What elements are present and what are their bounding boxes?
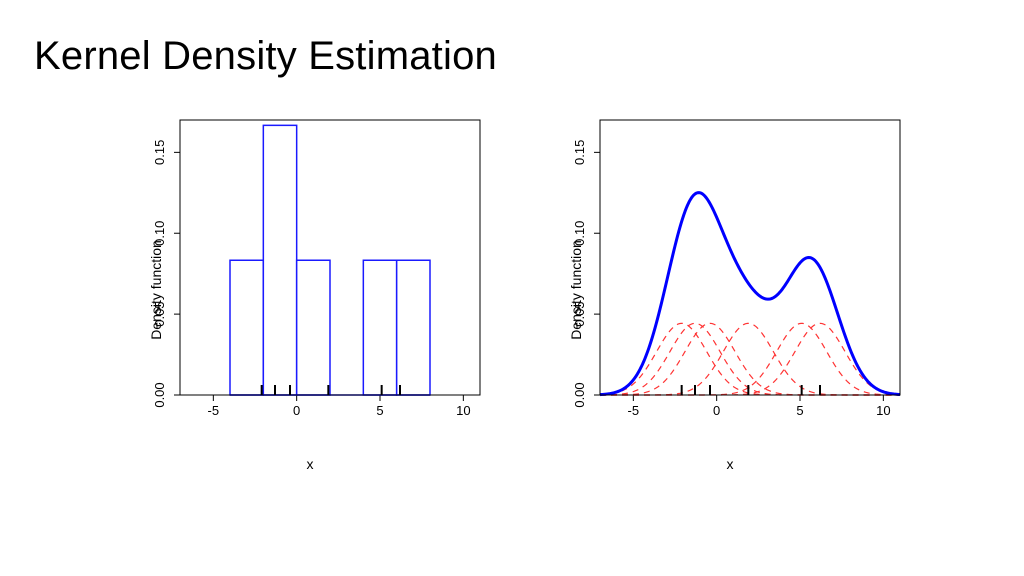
histogram-xlabel: x	[110, 456, 490, 472]
kde-panel: Density function -505100.000.050.100.15 …	[530, 110, 910, 470]
svg-text:0: 0	[293, 403, 300, 418]
chart-panels: Density function -505100.000.050.100.15 …	[110, 110, 910, 470]
svg-text:0: 0	[713, 403, 720, 418]
slide-title: Kernel Density Estimation	[34, 34, 497, 79]
svg-text:-5: -5	[628, 403, 640, 418]
histogram-svg: -505100.000.050.100.15	[110, 110, 490, 470]
svg-text:0.15: 0.15	[572, 140, 587, 165]
kde-ylabel: Density function	[568, 240, 584, 340]
svg-text:0.00: 0.00	[572, 382, 587, 407]
svg-text:10: 10	[456, 403, 470, 418]
histogram-ylabel: Density function	[148, 240, 164, 340]
svg-text:10: 10	[876, 403, 890, 418]
svg-text:0.15: 0.15	[152, 140, 167, 165]
svg-text:5: 5	[796, 403, 803, 418]
histogram-panel: Density function -505100.000.050.100.15 …	[110, 110, 490, 470]
svg-text:-5: -5	[208, 403, 220, 418]
kde-svg: -505100.000.050.100.15	[530, 110, 910, 470]
kde-xlabel: x	[530, 456, 910, 472]
svg-text:0.00: 0.00	[152, 382, 167, 407]
svg-text:5: 5	[376, 403, 383, 418]
